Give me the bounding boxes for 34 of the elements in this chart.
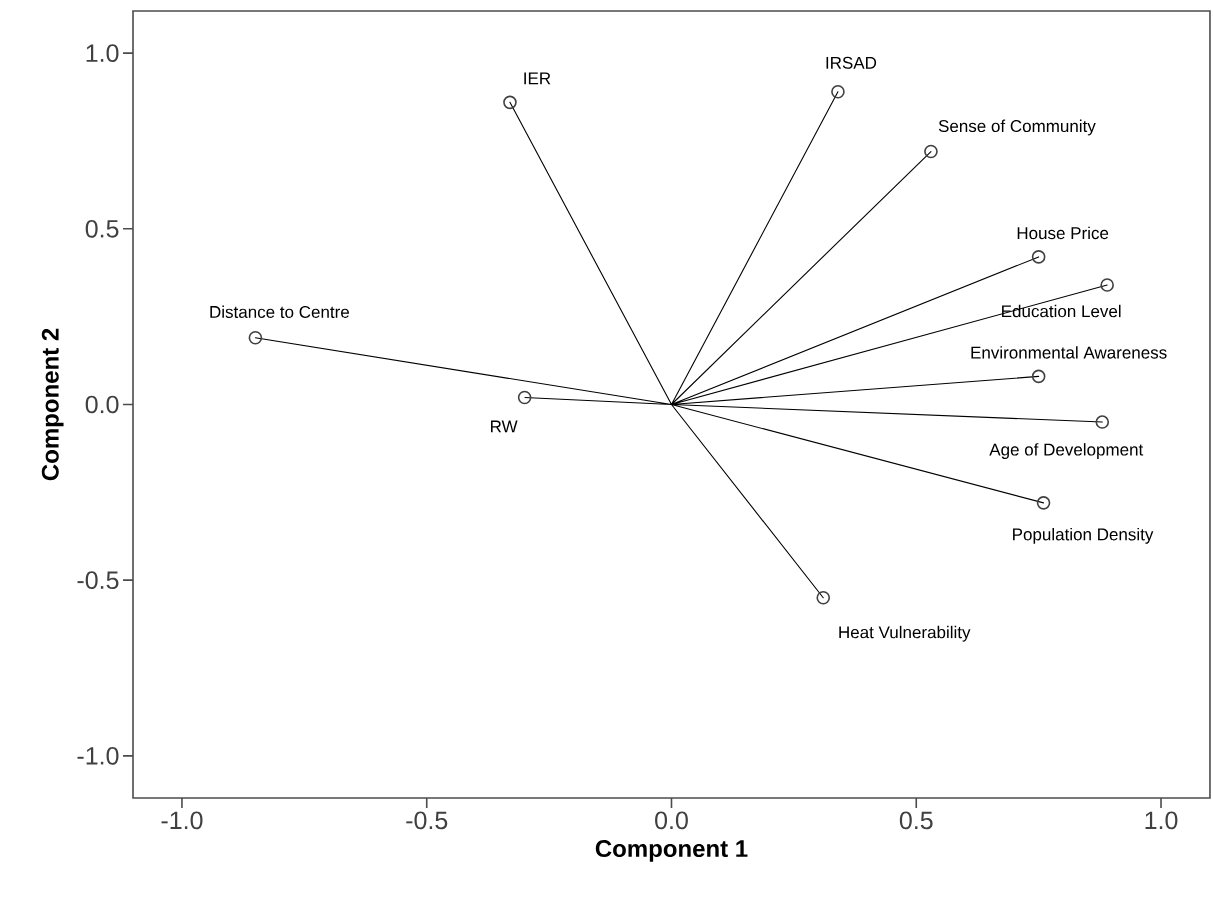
x-tick-label: -1.0 <box>161 811 203 830</box>
point <box>503 95 517 110</box>
point <box>1031 369 1046 384</box>
annotation: Heat Vulnerability <box>839 625 971 642</box>
annotation: House Price <box>1017 226 1109 240</box>
y-tick-label: 0.0 <box>85 395 119 414</box>
annotation: Education Level <box>1002 304 1121 318</box>
point <box>831 84 845 99</box>
annotation: IRSAD <box>826 56 877 69</box>
point <box>1036 496 1051 510</box>
y-tick-label: -0.5 <box>77 571 119 590</box>
annotation: IER <box>524 72 551 85</box>
x-tick-label: -0.5 <box>406 811 448 830</box>
x-tick-label: 0.5 <box>899 811 933 830</box>
x-axis-title: Component 1 <box>595 840 748 862</box>
point <box>1095 415 1110 429</box>
point <box>248 330 263 345</box>
x-tick-label: 1.0 <box>1145 811 1178 830</box>
x-tick-label: 0.0 <box>655 811 688 830</box>
annotation: RW <box>491 420 518 433</box>
point <box>816 590 831 605</box>
y-tick-label: -1.0 <box>77 746 119 765</box>
y-tick-label: 1.0 <box>86 44 119 62</box>
point <box>924 144 938 159</box>
annotation: Age of Development <box>989 443 1144 459</box>
y-tick-label: 0.5 <box>85 219 119 238</box>
annotation: Population Density <box>1013 527 1154 544</box>
point <box>1031 250 1046 264</box>
annotation: Sense of Community <box>938 119 1096 136</box>
annotation: Distance to Centre <box>210 305 349 318</box>
annotation: Environmental Awareness <box>971 346 1167 359</box>
y-axis-title: Component 2 <box>41 328 64 481</box>
point <box>1100 278 1114 292</box>
point <box>517 390 532 405</box>
